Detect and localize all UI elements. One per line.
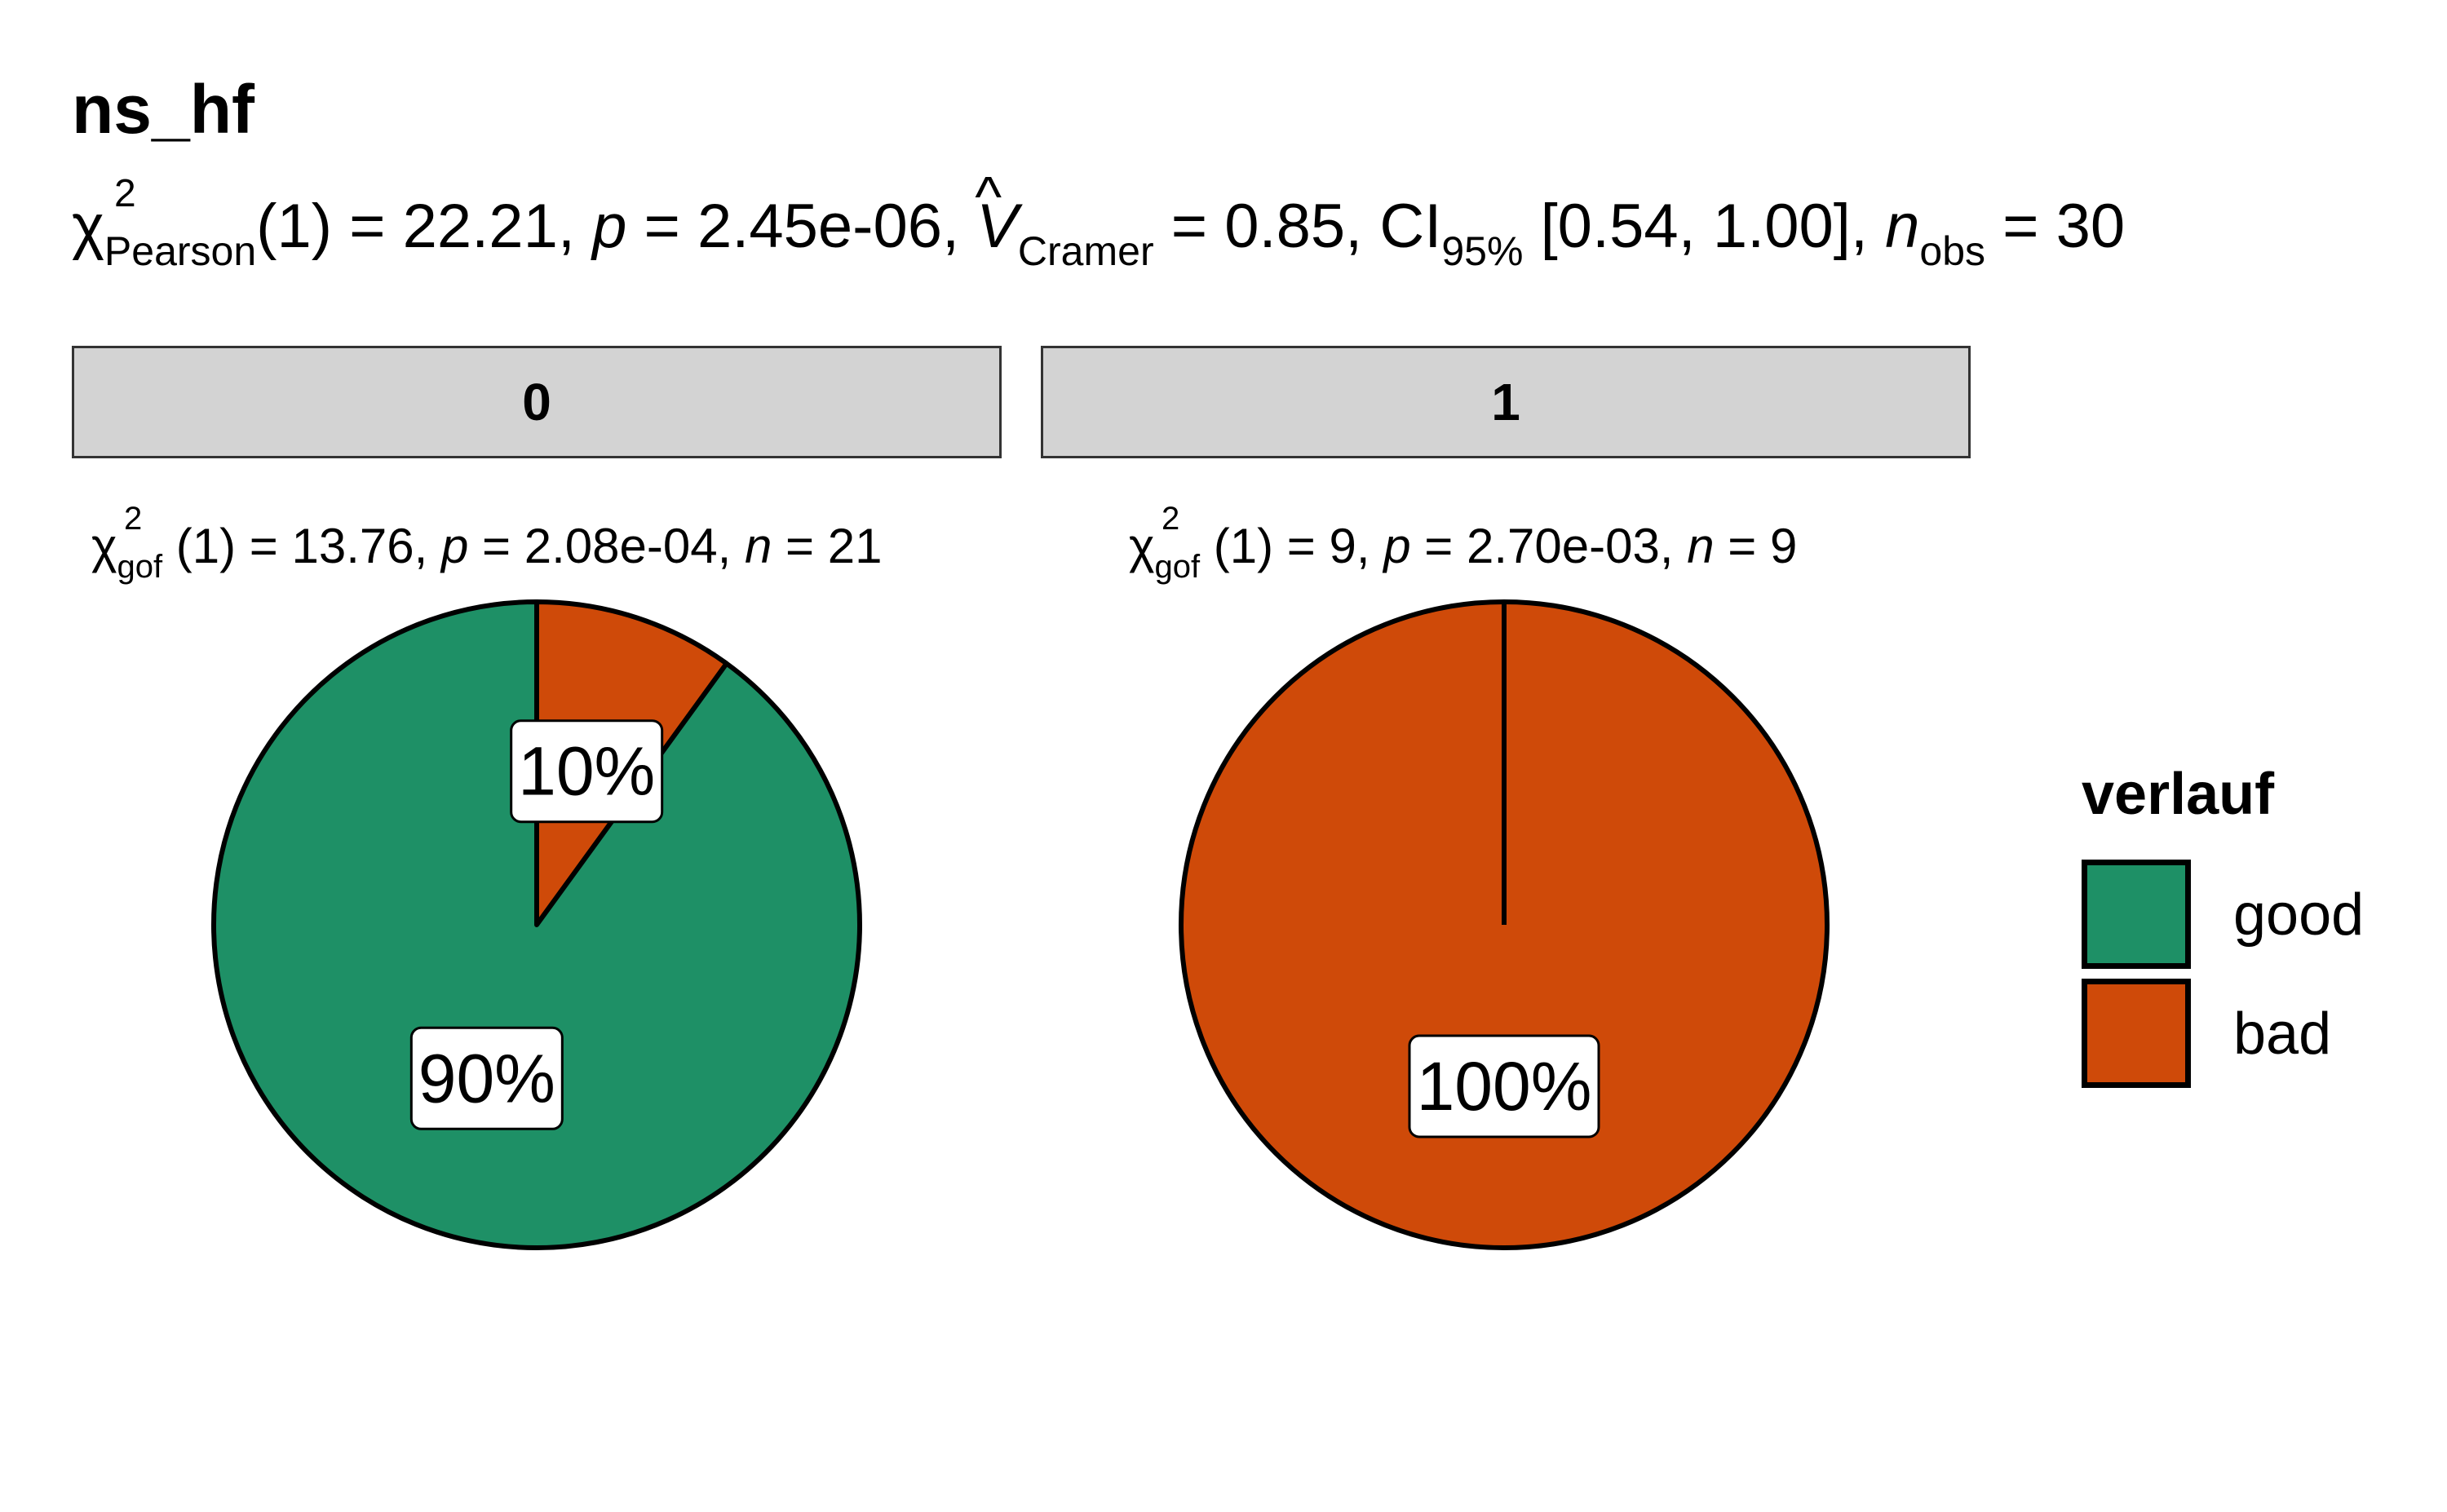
n-subscript: obs [1919, 228, 1986, 274]
p-label: p [592, 192, 627, 261]
svg-text:100%: 100% [1417, 1048, 1592, 1125]
legend-key-bad [2082, 979, 2191, 1088]
test-subscript: Pearson [104, 228, 257, 274]
test-statistic: = 22.21, [332, 192, 593, 261]
pie-1-label-bad: 100% [1408, 1034, 1600, 1138]
ci-value: [0.54, 1.00], [1523, 192, 1886, 261]
facet-strip-0: 0 [72, 346, 1002, 458]
legend-label-good: good [2233, 882, 2365, 948]
test-df: (1) [256, 192, 333, 261]
ci-subscript: 95% [1441, 228, 1524, 274]
effect-value: = 0.85, CI [1153, 192, 1442, 261]
panel-0-statistic: χ 2 gof (1) = 13.76, p = 2.08e-04, n = 21 [91, 501, 883, 585]
svg-text:90%: 90% [418, 1040, 555, 1116]
pie-0-label-bad: 10% [510, 719, 664, 824]
pie-0-label-good: 90% [409, 1026, 564, 1130]
n-label: n [1885, 192, 1920, 261]
facet-strip-1: 1 [1041, 346, 1971, 458]
legend-title: verlauf [2082, 762, 2275, 827]
panel-1-statistic: χ 2 gof (1) = 9, p = 2.70e-03, n = 9 [1129, 501, 1798, 585]
legend-label-bad: bad [2233, 1001, 2332, 1067]
n-value: = 30 [1985, 192, 2126, 261]
effect-symbol: ^ V [975, 165, 1018, 261]
chart-title: ns_hf [72, 71, 255, 148]
pie-0-slice-good [211, 599, 862, 1250]
svg-text:10%: 10% [518, 733, 655, 810]
p-value: = 2.45e-06, [626, 192, 977, 261]
chart-subtitle: χ 2 Pearson(1) = 22.21, p = 2.45e-06, ^ VCr… [72, 165, 2125, 274]
effect-subscript: Cramer [1017, 228, 1154, 274]
legend-key-good [2082, 860, 2191, 969]
